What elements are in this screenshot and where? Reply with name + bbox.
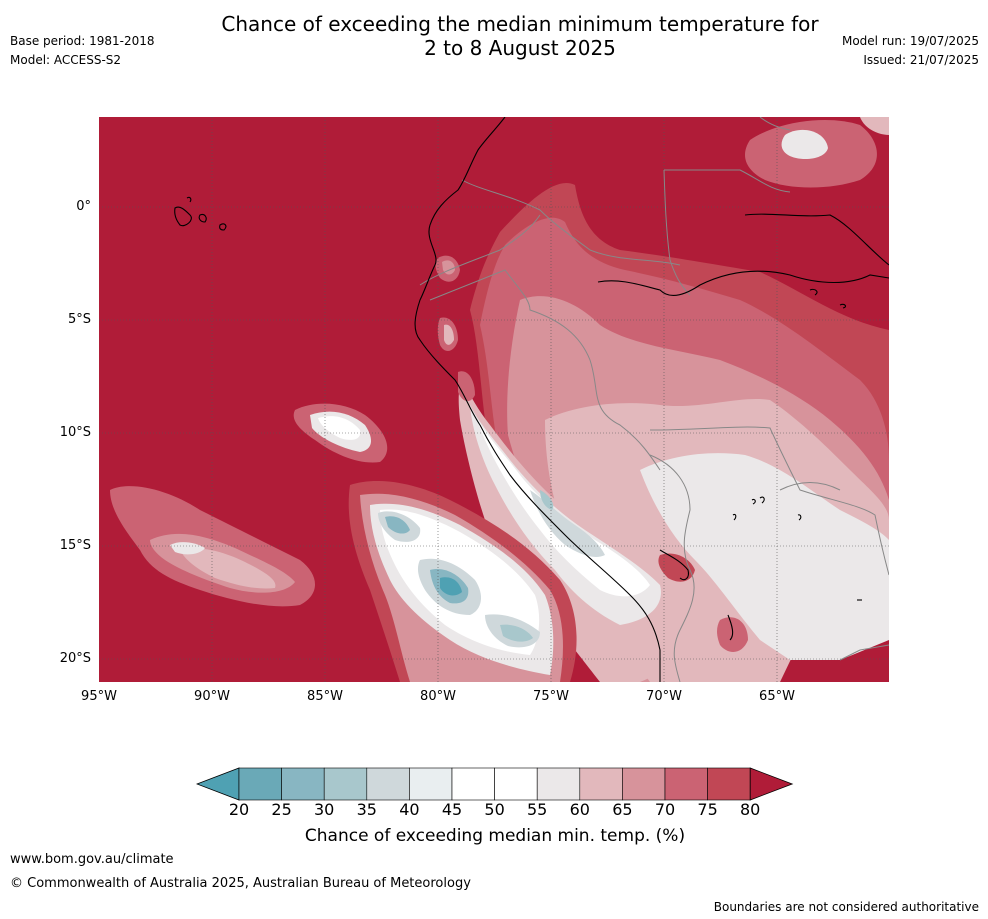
colorbar-segment xyxy=(323,767,368,801)
colorbar-over-arrow xyxy=(749,767,794,801)
issued-date: Issued: 21/07/2025 xyxy=(863,53,979,67)
lon-label-65w: 65°W xyxy=(759,689,795,704)
field-p55-northeast xyxy=(781,129,828,160)
meta-right: Model run: 19/07/2025 Issued: 21/07/2025 xyxy=(842,32,979,70)
field-p30-offshore-north xyxy=(385,516,410,534)
lon-label-75w: 75°W xyxy=(533,689,569,704)
forecast-map xyxy=(99,117,889,682)
field-p55-west-plume xyxy=(170,542,205,555)
model-name: Model: ACCESS-S2 xyxy=(10,53,122,67)
lon-label-95w: 95°W xyxy=(81,689,117,704)
title-line-2: 2 to 8 August 2025 xyxy=(424,36,616,60)
title-line-1: Chance of exceeding the median minimum t… xyxy=(221,12,819,36)
base-period: Base period: 1981-2018 xyxy=(10,34,155,48)
lon-label-70w: 70°W xyxy=(646,689,682,704)
footer-disclaimer: Boundaries are not considered authoritat… xyxy=(713,900,979,914)
colorbar-segment xyxy=(494,767,538,801)
coastlines xyxy=(174,117,889,682)
colorbar-tick-label: 40 xyxy=(399,800,420,819)
lon-label-90w: 90°W xyxy=(194,689,230,704)
country-borders xyxy=(419,117,889,682)
colorbar-tick-label: 45 xyxy=(441,800,463,819)
field-p60-patch-5s xyxy=(444,324,454,345)
colorbar-tick-label: 30 xyxy=(314,800,335,819)
colorbar-graphic xyxy=(196,767,794,801)
colorbar-tick-label: 80 xyxy=(740,800,761,819)
colorbar-tick-label: 55 xyxy=(527,800,548,819)
colorbar-segment xyxy=(451,767,495,801)
lat-label-20s: 20°S xyxy=(59,651,91,666)
field-p35-offshore-south xyxy=(500,624,533,642)
lat-label-10s: 10°S xyxy=(59,425,91,440)
colorbar-segment xyxy=(622,767,666,801)
lat-label-15s: 15°S xyxy=(59,538,91,553)
colorbar-segment xyxy=(409,767,453,801)
field-p60-west-plume xyxy=(180,548,276,589)
field-p70-patch-8s xyxy=(458,371,475,402)
colorbar-segment xyxy=(366,767,410,801)
colorbar-tick-label: 70 xyxy=(654,800,676,819)
colorbar-tick-label: 25 xyxy=(271,800,292,819)
field-p20-offshore-core xyxy=(440,577,462,596)
footer-url: www.bom.gov.au/climate xyxy=(10,852,174,867)
field-p50-coastal xyxy=(478,420,650,597)
colorbar-tick-label: 65 xyxy=(612,800,633,819)
field-p50-patch-10s xyxy=(318,416,361,440)
colorbar-label: Chance of exceeding median min. temp. (%… xyxy=(304,826,686,846)
model-run: Model run: 19/07/2025 xyxy=(841,34,979,48)
field-p35-coastal xyxy=(540,490,554,510)
colorbar-tick-label: 50 xyxy=(484,800,505,819)
footer-copyright: © Commonwealth of Australia 2025, Austra… xyxy=(10,876,471,891)
colorbar-segment xyxy=(664,767,708,801)
colorbar-tick-label: 20 xyxy=(228,800,250,819)
map-title: Chance of exceeding the median minimum t… xyxy=(150,12,890,60)
colorbar-under-arrow xyxy=(196,767,240,801)
field-p65-patch-north xyxy=(442,260,455,275)
colorbar-segment xyxy=(281,767,325,801)
lat-label-5s: 5°S xyxy=(67,312,91,327)
map-panel xyxy=(99,117,889,682)
field-p60-topright xyxy=(860,117,889,135)
field-p55-altiplano xyxy=(640,453,889,660)
colorbar-segment xyxy=(707,767,751,801)
lat-label-0: 0° xyxy=(76,199,91,214)
colorbar-tick-label: 35 xyxy=(356,800,377,819)
colorbar-tick-label: 60 xyxy=(569,800,590,819)
colorbar-segment xyxy=(579,767,623,801)
colorbar xyxy=(196,767,794,801)
colorbar-segment xyxy=(238,767,282,801)
meta-left: Base period: 1981-2018 Model: ACCESS-S2 xyxy=(10,32,155,70)
lon-label-80w: 80°W xyxy=(420,689,456,704)
colorbar-tick-label: 75 xyxy=(697,800,718,819)
lon-label-85w: 85°W xyxy=(307,689,343,704)
graticule xyxy=(99,117,889,682)
colorbar-segment xyxy=(536,767,581,801)
